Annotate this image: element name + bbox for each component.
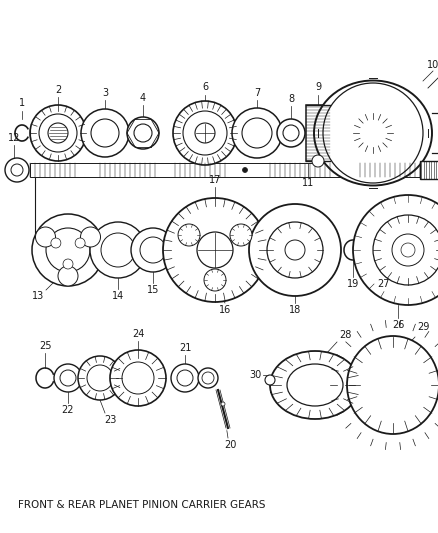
Ellipse shape bbox=[369, 359, 417, 411]
Circle shape bbox=[221, 402, 225, 406]
Circle shape bbox=[267, 222, 323, 278]
Circle shape bbox=[140, 237, 166, 263]
Circle shape bbox=[127, 117, 159, 149]
Circle shape bbox=[373, 215, 438, 285]
Ellipse shape bbox=[314, 80, 432, 185]
Text: 13: 13 bbox=[32, 291, 44, 301]
Circle shape bbox=[46, 228, 90, 272]
Circle shape bbox=[163, 198, 267, 302]
Text: 1: 1 bbox=[19, 98, 25, 108]
Text: 9: 9 bbox=[315, 82, 321, 92]
Circle shape bbox=[367, 234, 399, 266]
Circle shape bbox=[204, 269, 226, 291]
Circle shape bbox=[78, 356, 122, 400]
Ellipse shape bbox=[355, 344, 431, 426]
Circle shape bbox=[249, 204, 341, 296]
Circle shape bbox=[243, 167, 247, 173]
Circle shape bbox=[285, 240, 305, 260]
Text: FRONT & REAR PLANET PINION CARRIER GEARS: FRONT & REAR PLANET PINION CARRIER GEARS bbox=[18, 500, 265, 510]
Circle shape bbox=[392, 234, 424, 266]
Circle shape bbox=[75, 238, 85, 248]
Text: 21: 21 bbox=[179, 343, 191, 353]
Circle shape bbox=[202, 372, 214, 384]
Circle shape bbox=[134, 124, 152, 142]
Circle shape bbox=[122, 362, 154, 394]
Circle shape bbox=[183, 111, 227, 155]
Circle shape bbox=[312, 155, 324, 167]
Circle shape bbox=[58, 266, 78, 286]
Circle shape bbox=[39, 114, 77, 152]
Text: 19: 19 bbox=[347, 279, 359, 289]
Text: 16: 16 bbox=[219, 305, 231, 315]
Text: 20: 20 bbox=[224, 440, 236, 450]
Bar bbox=[30, 163, 420, 177]
Circle shape bbox=[401, 243, 415, 257]
Text: 23: 23 bbox=[104, 415, 116, 425]
Circle shape bbox=[178, 224, 200, 246]
Text: 25: 25 bbox=[39, 341, 51, 351]
Circle shape bbox=[90, 222, 146, 278]
Circle shape bbox=[323, 83, 423, 183]
Text: 30: 30 bbox=[249, 370, 261, 380]
Circle shape bbox=[32, 214, 104, 286]
Circle shape bbox=[60, 370, 76, 386]
Ellipse shape bbox=[347, 336, 438, 434]
Bar bbox=[306, 105, 330, 161]
Circle shape bbox=[283, 125, 299, 141]
Circle shape bbox=[35, 227, 56, 247]
Circle shape bbox=[11, 164, 23, 176]
Text: 3: 3 bbox=[102, 88, 108, 98]
Text: 10: 10 bbox=[427, 60, 438, 70]
Circle shape bbox=[173, 101, 237, 165]
Text: 8: 8 bbox=[288, 94, 294, 104]
Circle shape bbox=[177, 370, 193, 386]
Circle shape bbox=[30, 105, 86, 161]
Circle shape bbox=[81, 109, 129, 157]
Text: 15: 15 bbox=[147, 285, 159, 295]
Circle shape bbox=[374, 241, 392, 259]
Bar bbox=[420, 161, 438, 179]
Circle shape bbox=[48, 123, 68, 143]
Circle shape bbox=[63, 259, 73, 269]
Circle shape bbox=[353, 113, 393, 153]
Circle shape bbox=[5, 158, 29, 182]
Circle shape bbox=[51, 238, 61, 248]
Circle shape bbox=[171, 364, 199, 392]
Circle shape bbox=[195, 123, 215, 143]
Circle shape bbox=[232, 108, 282, 158]
Circle shape bbox=[353, 195, 438, 305]
Text: 11: 11 bbox=[302, 178, 314, 188]
Text: 2: 2 bbox=[55, 85, 61, 95]
Text: 28: 28 bbox=[339, 330, 351, 340]
Circle shape bbox=[265, 375, 275, 385]
Circle shape bbox=[198, 368, 218, 388]
Circle shape bbox=[131, 228, 175, 272]
Text: 17: 17 bbox=[209, 175, 221, 185]
Text: 22: 22 bbox=[62, 405, 74, 415]
Text: 24: 24 bbox=[132, 329, 144, 339]
Circle shape bbox=[54, 364, 82, 392]
Text: 26: 26 bbox=[392, 320, 404, 330]
Text: 29: 29 bbox=[417, 322, 429, 332]
Text: 6: 6 bbox=[202, 82, 208, 92]
Ellipse shape bbox=[270, 351, 360, 419]
Circle shape bbox=[91, 119, 119, 147]
Circle shape bbox=[81, 227, 100, 247]
Ellipse shape bbox=[287, 364, 343, 406]
Text: 18: 18 bbox=[289, 305, 301, 315]
Circle shape bbox=[101, 233, 135, 267]
Text: 4: 4 bbox=[140, 93, 146, 103]
Circle shape bbox=[230, 224, 252, 246]
Text: 7: 7 bbox=[254, 88, 260, 98]
Circle shape bbox=[87, 365, 113, 391]
Circle shape bbox=[197, 232, 233, 268]
Circle shape bbox=[277, 119, 305, 147]
Circle shape bbox=[110, 350, 166, 406]
Text: 12: 12 bbox=[8, 133, 20, 143]
Text: 27: 27 bbox=[377, 279, 389, 289]
Circle shape bbox=[242, 118, 272, 148]
Text: 14: 14 bbox=[112, 291, 124, 301]
